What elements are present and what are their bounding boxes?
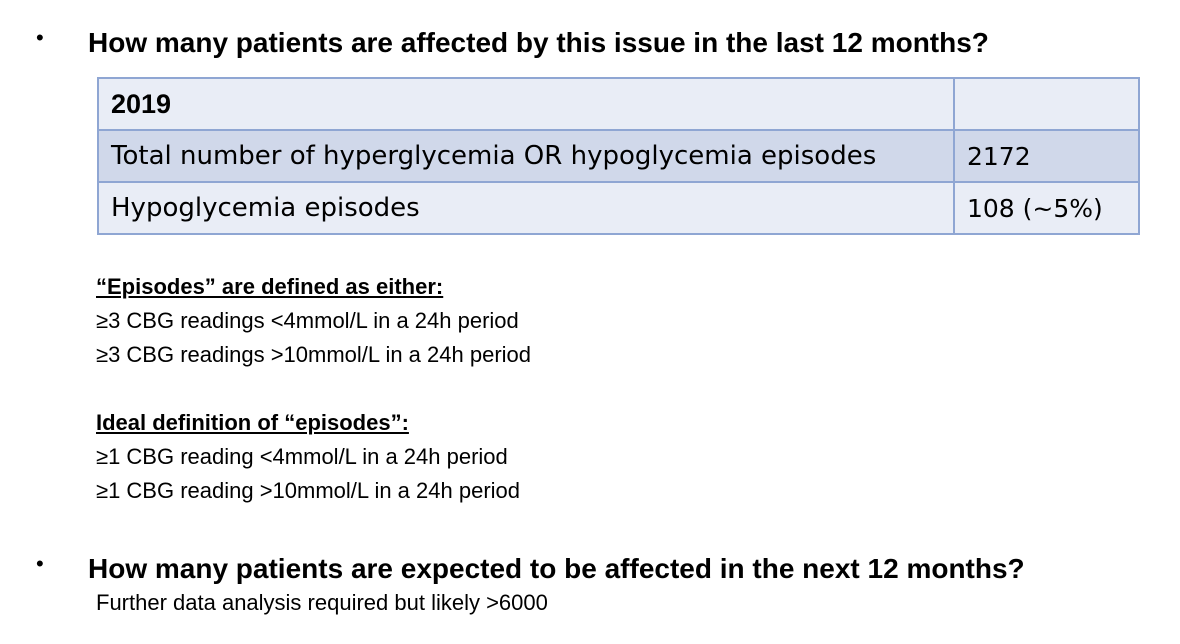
table-cell-label: Hypoglycemia episodes bbox=[97, 181, 955, 235]
table-header-year: 2019 bbox=[97, 77, 955, 131]
ideal-item: ≥1 CBG reading >10mmol/L in a 24h period bbox=[96, 478, 521, 503]
table-cell-label: Total number of hyperglycemia OR hypogly… bbox=[97, 129, 955, 183]
question-1-text: How many patients are affected by this i… bbox=[88, 27, 989, 58]
bullet-icon: • bbox=[36, 25, 44, 50]
definitions-heading: “Episodes” are defined as either: bbox=[96, 274, 444, 299]
question-2-answer: Further data analysis required but likel… bbox=[96, 590, 548, 615]
table-header-value bbox=[953, 77, 1140, 131]
episodes-table: 2019 Total number of hyperglycemia OR hy… bbox=[97, 77, 1140, 235]
table-cell-value: 108 (~5%) bbox=[953, 181, 1140, 235]
ideal-heading: Ideal definition of “episodes”: bbox=[96, 410, 409, 435]
episode-definitions: “Episodes” are defined as either: ≥3 CBG… bbox=[96, 270, 531, 372]
table-row: Total number of hyperglycemia OR hypogly… bbox=[97, 129, 1140, 183]
question-2-text: How many patients are expected to be aff… bbox=[88, 553, 1025, 584]
definition-item: ≥3 CBG readings >10mmol/L in a 24h perio… bbox=[96, 342, 532, 367]
bullet-icon: • bbox=[36, 551, 44, 576]
ideal-item: ≥1 CBG reading <4mmol/L in a 24h period bbox=[96, 444, 508, 469]
definition-item: ≥3 CBG readings <4mmol/L in a 24h period bbox=[96, 308, 519, 333]
table-row: Hypoglycemia episodes 108 (~5%) bbox=[97, 181, 1140, 235]
ideal-definitions: Ideal definition of “episodes”: ≥1 CBG r… bbox=[96, 406, 520, 508]
table-header-row: 2019 bbox=[97, 77, 1140, 131]
table-cell-value: 2172 bbox=[953, 129, 1140, 183]
